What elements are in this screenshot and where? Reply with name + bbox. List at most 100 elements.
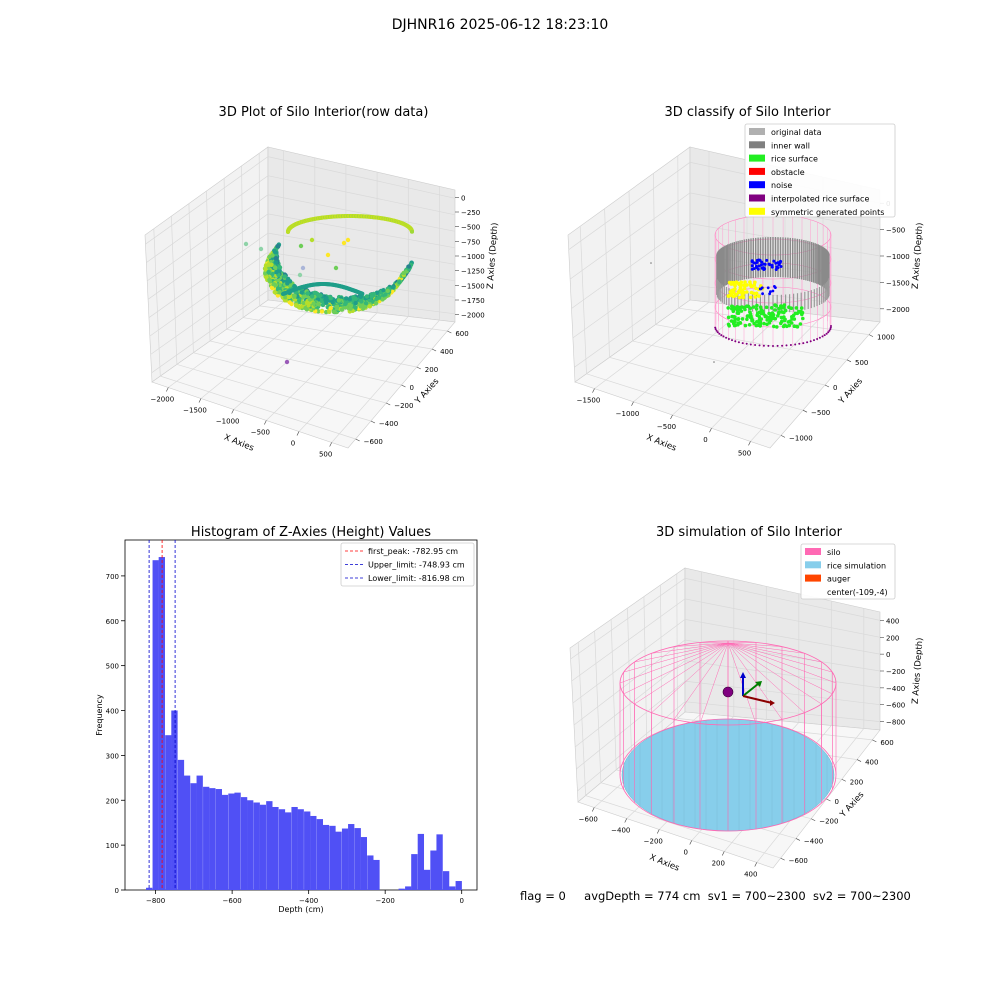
silo-roof-line bbox=[651, 642, 729, 654]
rice-surface-point bbox=[788, 319, 792, 324]
rice-surface-point bbox=[797, 309, 801, 314]
symmetric-point bbox=[745, 290, 749, 294]
legend-label: obstacle bbox=[771, 168, 805, 177]
z-tick-label: −2000 bbox=[461, 312, 485, 320]
symmetric-point bbox=[757, 294, 761, 298]
noise-point bbox=[768, 292, 771, 296]
x-tick-label: −200 bbox=[376, 897, 395, 905]
x-tick-label: −800 bbox=[146, 897, 165, 905]
silo-roof-line bbox=[727, 642, 805, 713]
x-tick bbox=[166, 387, 169, 392]
noise-point bbox=[752, 261, 756, 265]
z-tick-label: −2000 bbox=[886, 306, 910, 314]
legend-swatch bbox=[749, 167, 765, 175]
y-tick-label: 100 bbox=[106, 842, 119, 850]
rice-surface-point bbox=[726, 315, 731, 320]
data-point bbox=[325, 252, 331, 258]
data-point bbox=[294, 303, 299, 308]
symmetric-point bbox=[734, 280, 739, 285]
grid-line bbox=[145, 156, 456, 245]
data-point bbox=[272, 248, 277, 254]
silo-roof-line bbox=[727, 642, 822, 663]
histogram-bar bbox=[455, 881, 462, 890]
rice-surface-point bbox=[733, 319, 737, 324]
x-tick bbox=[721, 851, 725, 856]
data-point bbox=[277, 290, 282, 295]
rice-surface-point bbox=[800, 310, 805, 315]
rice-surface-point bbox=[733, 323, 738, 328]
data-point bbox=[272, 265, 278, 270]
rice-surface-point bbox=[758, 319, 762, 324]
histogram-bar bbox=[152, 560, 159, 890]
rice-surface-point bbox=[795, 325, 800, 329]
rice-surface-point bbox=[748, 310, 752, 314]
rice-surface-point bbox=[783, 308, 788, 313]
histogram-bar bbox=[165, 735, 172, 890]
interpolated-point bbox=[794, 343, 797, 346]
rice-surface-point bbox=[781, 305, 786, 310]
x-tick-label: −2000 bbox=[150, 396, 174, 404]
x-tick bbox=[670, 414, 673, 420]
subplot-title: Histogram of Z-Axies (Height) Values bbox=[191, 525, 431, 540]
x-tick bbox=[296, 431, 300, 436]
rice-surface-point bbox=[733, 315, 737, 320]
sv1-text: sv1 = 700~2300 bbox=[707, 889, 806, 903]
interpolated-point bbox=[829, 328, 832, 331]
y-tick-label: 200 bbox=[850, 778, 863, 786]
flag-text: flag = 0 bbox=[520, 889, 566, 903]
histogram-bar bbox=[240, 797, 248, 890]
rice-surface-point bbox=[731, 309, 736, 314]
rice-surface-point bbox=[801, 316, 805, 321]
grid-line bbox=[151, 290, 456, 374]
data-point bbox=[410, 229, 414, 234]
z-tick-label: 400 bbox=[886, 617, 899, 625]
x-tick bbox=[592, 388, 595, 393]
x-tick-label: 0 bbox=[291, 440, 295, 448]
y-tick bbox=[416, 366, 421, 370]
histogram-bar bbox=[253, 802, 260, 890]
x-tick bbox=[329, 442, 332, 447]
data-point bbox=[312, 290, 317, 295]
legend-frame bbox=[800, 543, 896, 600]
histogram-bar bbox=[322, 824, 330, 890]
data-point bbox=[353, 305, 358, 310]
y-axis-label: Y Axies bbox=[413, 376, 442, 407]
data-point bbox=[330, 300, 335, 305]
grid-line bbox=[206, 190, 402, 386]
interpolated-point bbox=[762, 344, 765, 347]
z-tick-label: −400 bbox=[886, 685, 905, 693]
rice-surface-point bbox=[794, 306, 799, 310]
histogram-bar bbox=[177, 759, 185, 890]
grid-line bbox=[571, 598, 881, 682]
rice-surface-point bbox=[750, 318, 754, 323]
interpolated-point bbox=[722, 335, 725, 338]
silo-roof-line bbox=[673, 642, 729, 647]
avg-depth-text: avgDepth = 774 cm bbox=[584, 889, 701, 903]
center-marker bbox=[722, 686, 734, 698]
grid-line bbox=[153, 228, 356, 440]
noise-point bbox=[762, 262, 766, 266]
z-tick-label: 0 bbox=[461, 194, 465, 202]
data-point bbox=[318, 293, 323, 298]
symmetric-point bbox=[740, 289, 745, 293]
rice-surface-point bbox=[764, 305, 769, 310]
data-point bbox=[297, 305, 302, 310]
grid-line bbox=[750, 185, 862, 442]
grid-line bbox=[577, 701, 881, 792]
rice-surface-point bbox=[755, 320, 759, 324]
noise-point bbox=[750, 259, 754, 263]
data-point bbox=[266, 269, 271, 275]
data-point bbox=[284, 359, 290, 365]
data-point bbox=[273, 256, 279, 261]
data-point bbox=[369, 294, 375, 299]
data-point bbox=[328, 296, 333, 301]
histogram-bar bbox=[436, 834, 443, 890]
x-tick-label: −1000 bbox=[216, 418, 240, 426]
rice-surface-point bbox=[773, 308, 777, 312]
rice-surface-point bbox=[740, 305, 744, 309]
classify-points bbox=[650, 214, 832, 363]
z-tick-label: −750 bbox=[461, 238, 480, 246]
data-point bbox=[385, 288, 390, 293]
noise-point bbox=[769, 290, 772, 294]
y-axis-label: Frequency bbox=[95, 694, 104, 736]
